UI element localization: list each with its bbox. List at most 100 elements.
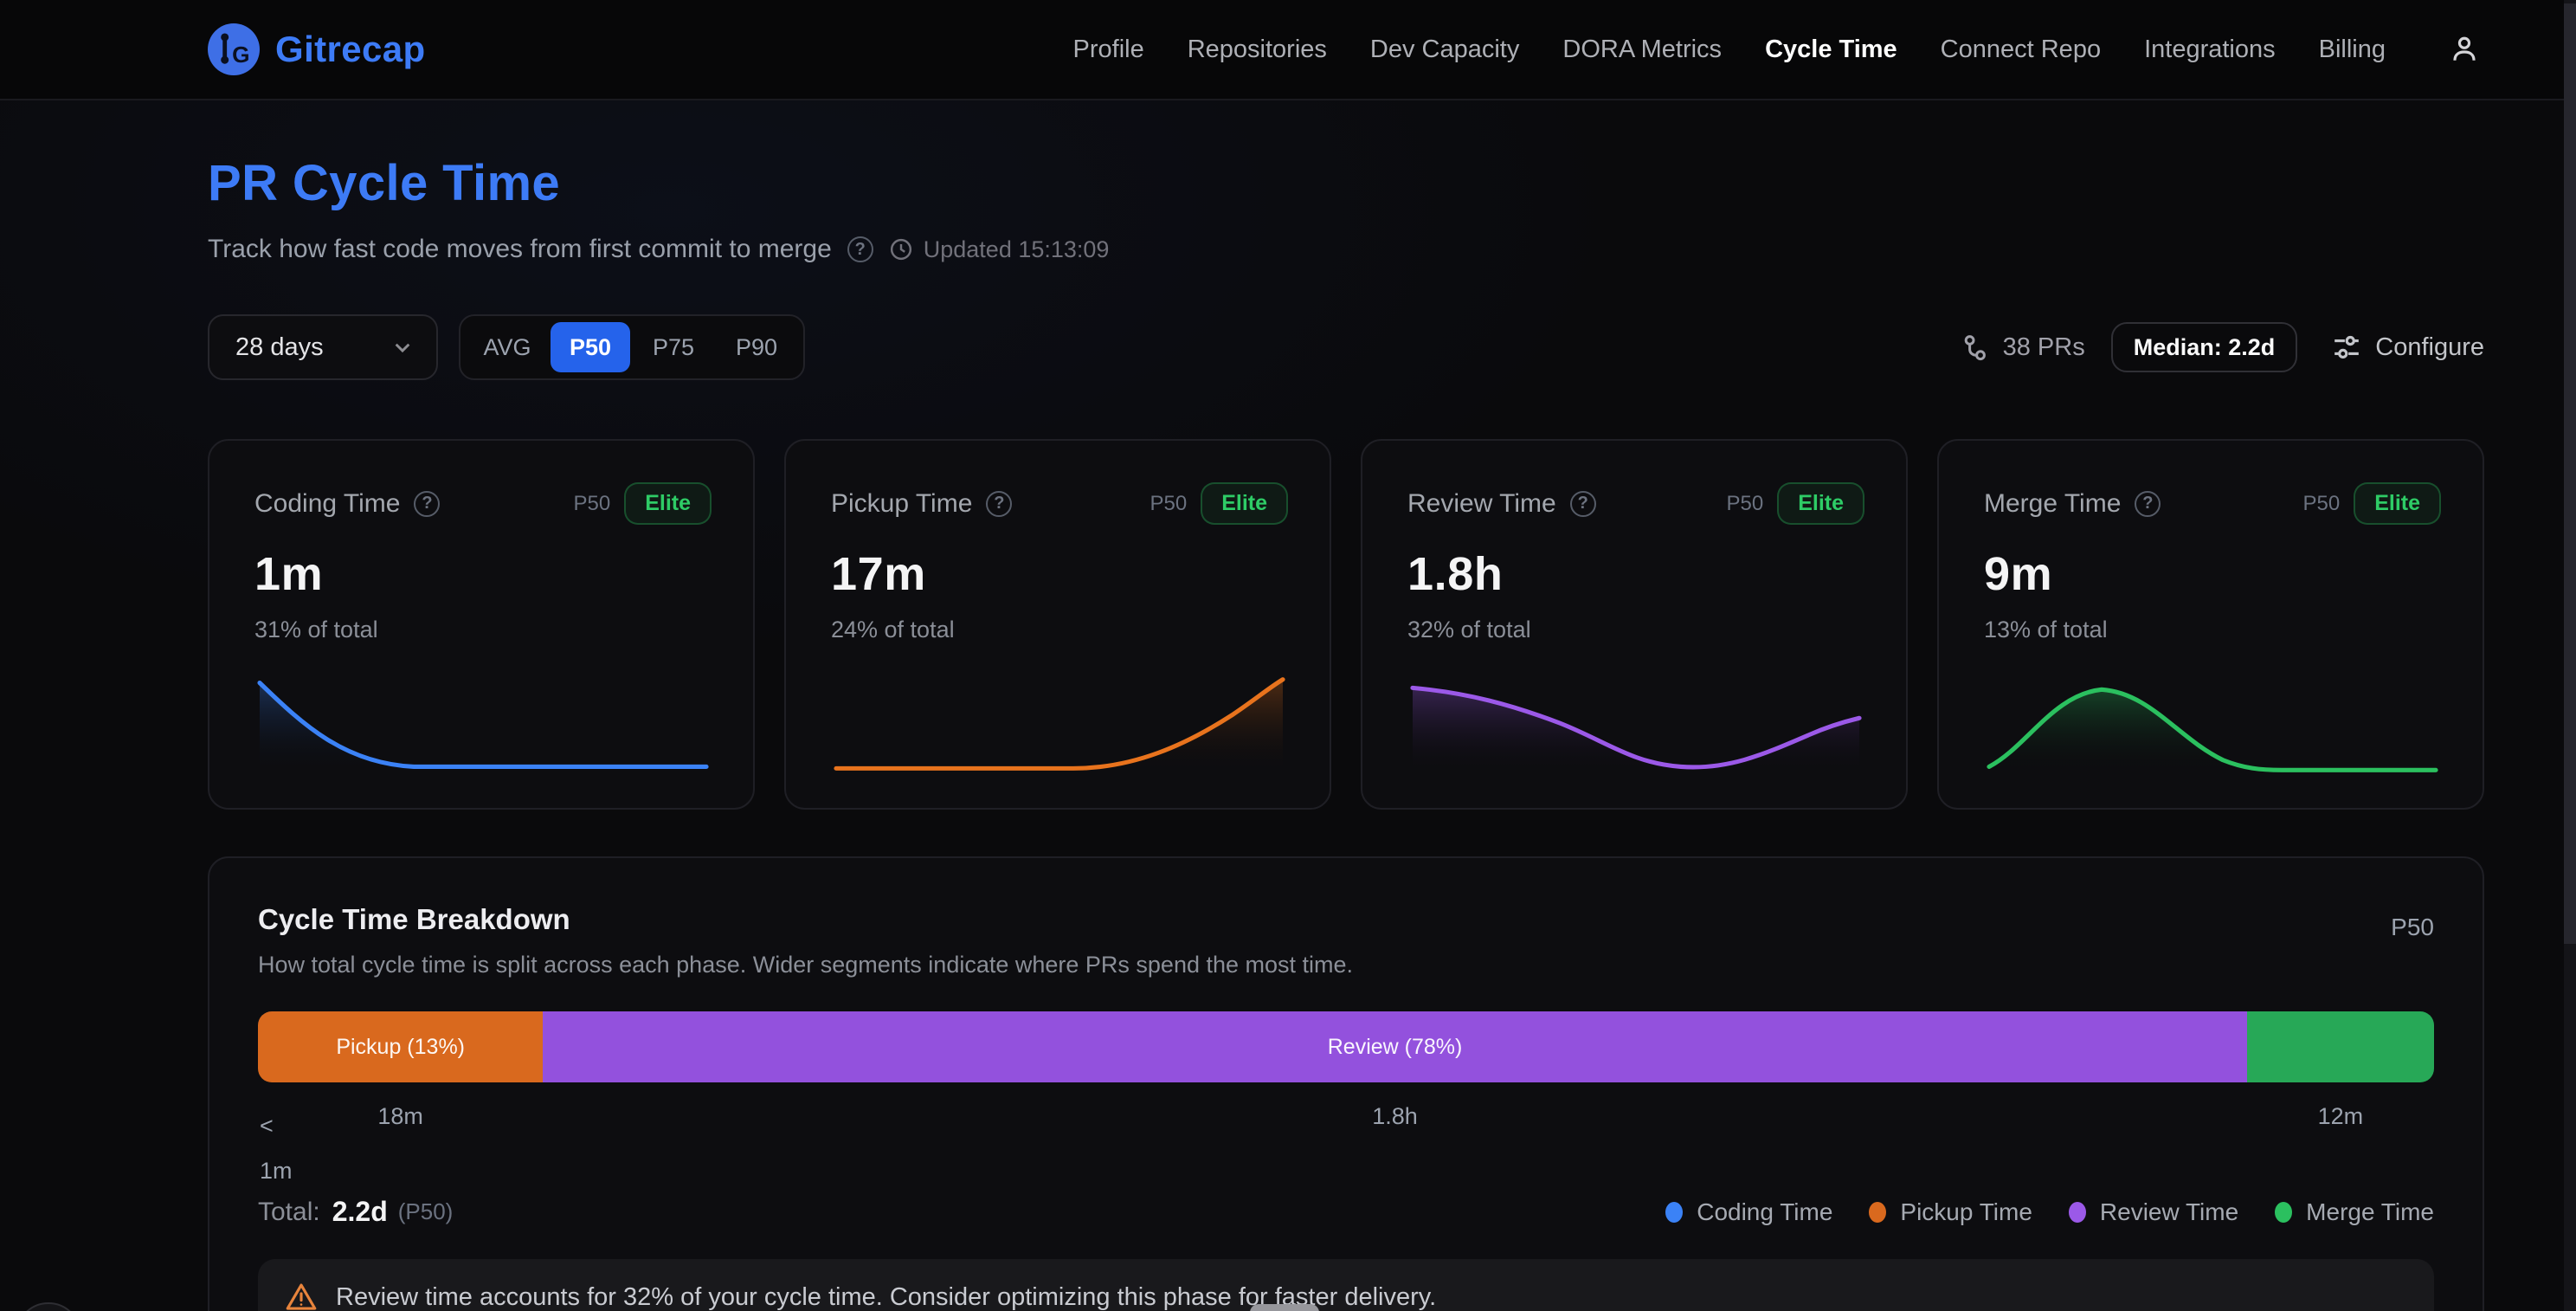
tick-pickup: 18m [377,1103,423,1129]
page-title: PR Cycle Time [208,155,561,211]
page-subtitle: Track how fast code moves from first com… [208,235,832,263]
brand-logo[interactable]: G Gitrecap [208,23,426,75]
elite-badge: Elite [1777,482,1864,525]
help-icon[interactable] [414,490,441,517]
clock-icon [890,238,911,261]
review-time-warning: Review time accounts for 32% of your cyc… [258,1259,2434,1311]
metric-cards: Coding Time P50 Elite 1m 31% of total [208,439,2484,810]
metric-value: 1m [254,548,324,600]
percentile-avg-button[interactable]: AVG [483,333,531,360]
legend-dot [1665,1201,1684,1223]
legend-item-merge: Merge Time [2275,1198,2434,1226]
help-icon[interactable] [847,236,873,262]
percentile-p90-button[interactable]: P90 [735,333,778,360]
logo-text: Gitrecap [275,29,426,69]
percentile-switcher: AVG P50 P75 P90 [459,314,805,380]
partial-pill[interactable] [1250,1304,1319,1311]
metric-share: 31% of total [254,617,378,643]
pr-count: 38 PRs [1961,333,2085,362]
legend: Coding Time Pickup Time Review Time Merg… [1665,1198,2434,1226]
nav-item-connect-repo[interactable]: Connect Repo [1940,35,2102,63]
metric-value: 17m [831,548,926,600]
nav-item-profile[interactable]: Profile [1072,35,1144,63]
scrollbar-track[interactable] [2564,0,2576,1311]
sliders-icon [2334,335,2360,359]
logo-mark-icon: G [208,23,260,75]
nav-item-dora-metrics[interactable]: DORA Metrics [1562,35,1723,63]
bar-segment-pickup[interactable]: Pickup (13%) [258,1011,544,1082]
nav-item-dev-capacity[interactable]: Dev Capacity [1369,35,1520,63]
sparkline-review [1410,685,1862,778]
tick-coding: < 1m [260,1113,293,1184]
metric-share: 24% of total [831,617,955,643]
nav-menu: Profile Repositories Dev Capacity DORA M… [1073,35,2479,64]
card-title: Review Time [1407,488,1556,518]
percentile-label: P50 [573,491,611,515]
legend-dot [2068,1201,2086,1223]
elite-badge: Elite [2354,482,2441,525]
nav-item-billing[interactable]: Billing [2318,35,2386,63]
total-row: Total: 2.2d (P50) Coding Time Pickup Tim… [258,1196,2434,1228]
tick-review: 1.8h [1372,1103,1418,1129]
chevron-down-icon [395,343,410,353]
elite-badge: Elite [624,482,712,525]
metric-share: 32% of total [1407,617,1531,643]
user-avatar-icon[interactable] [2450,35,2479,64]
percentile-label: P50 [2302,491,2341,515]
nav-item-integrations[interactable]: Integrations [2144,35,2276,63]
total-percentile-note: (P50) [397,1198,454,1224]
total-label: Total: [258,1197,320,1226]
metric-value: 1.8h [1407,548,1504,600]
metric-card-merge: Merge Time P50 Elite 9m 13% of total [1937,439,2484,810]
elite-badge: Elite [1201,482,1288,525]
legend-item-pickup: Pickup Time [1869,1198,2032,1226]
legend-item-coding: Coding Time [1665,1198,1832,1226]
percentile-p75-button[interactable]: P75 [652,333,695,360]
filter-bar: 28 days AVG P50 P75 P90 38 PRs [208,314,2484,380]
card-title: Coding Time [254,488,401,518]
bar-segment-review[interactable]: Review (78%) [543,1011,2247,1082]
total-value: 2.2d [332,1196,388,1227]
sparkline-pickup [834,677,1285,778]
percentile-label: P50 [1150,491,1188,515]
bar-segment-merge[interactable] [2246,1011,2434,1082]
date-range-select[interactable]: 28 days [208,314,438,380]
legend-dot [1869,1201,1887,1223]
help-icon[interactable] [986,490,1013,517]
breakdown-subtitle: How total cycle time is split across eac… [258,952,1354,978]
percentile-label: P50 [1726,491,1764,515]
updated-timestamp: Updated 15:13:09 [889,236,1109,263]
bar-tick-labels: < 1m 18m 1.8h 12m [258,1103,2434,1184]
metric-card-coding: Coding Time P50 Elite 1m 31% of total [208,439,755,810]
card-title: Merge Time [1984,488,2122,518]
percentile-p50-button[interactable]: P50 [551,322,630,372]
configure-button[interactable]: Configure [2332,333,2484,362]
scrollbar-thumb[interactable] [2564,3,2576,944]
median-badge: Median: 2.2d [2110,322,2298,372]
nav-item-cycle-time[interactable]: Cycle Time [1765,35,1897,63]
card-title: Pickup Time [831,488,973,518]
help-icon[interactable] [1569,490,1596,517]
svg-text:G: G [232,42,249,68]
metric-card-review: Review Time P50 Elite 1.8h 32% of total [1361,439,1908,810]
legend-item-review: Review Time [2068,1198,2238,1226]
breakdown-percentile: P50 [2391,914,2434,940]
sparkline-coding [257,681,709,778]
help-icon[interactable] [2135,490,2161,517]
nav-item-repositories[interactable]: Repositories [1187,35,1327,63]
segment-label: Review (78%) [1327,1034,1463,1059]
cycle-breakdown-bar: Pickup (13%) Review (78%) [258,1011,2434,1082]
metric-value: 9m [1984,548,2053,600]
segment-label: Pickup (13%) [336,1034,465,1059]
cycle-time-breakdown-card: Cycle Time Breakdown How total cycle tim… [208,856,2484,1311]
legend-dot [2275,1201,2293,1223]
metric-card-pickup: Pickup Time P50 Elite 17m 24% of total [784,439,1331,810]
pull-request-icon [1964,335,1986,361]
breakdown-title: Cycle Time Breakdown [258,903,570,935]
warning-triangle-icon [286,1283,317,1310]
sparkline-merge [1987,687,2438,778]
tick-merge: 12m [2317,1103,2364,1129]
metric-share: 13% of total [1984,617,2108,643]
top-nav: G Gitrecap Profile Repositories Dev Capa… [0,0,2576,100]
